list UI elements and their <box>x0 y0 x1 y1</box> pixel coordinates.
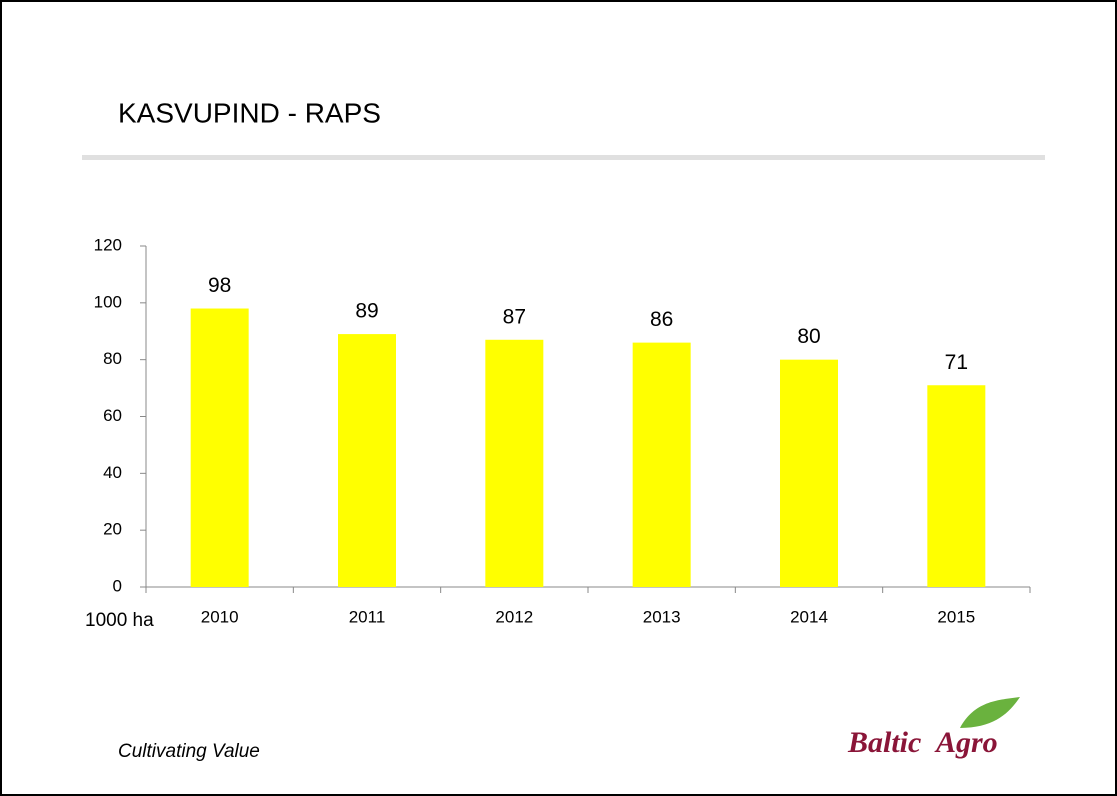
bar <box>780 359 838 587</box>
title-rule <box>82 155 1045 160</box>
logo: Baltic Agro <box>847 697 1020 759</box>
y-tick-label: 40 <box>103 463 122 482</box>
bar <box>190 308 249 587</box>
footer-text: Cultivating Value <box>118 741 260 762</box>
data-label: 86 <box>650 308 673 331</box>
bar <box>338 334 396 587</box>
y-tick-label: 120 <box>94 235 122 254</box>
x-tick-label: 2015 <box>937 607 975 626</box>
y-axis-label: 1000 ha <box>85 610 154 631</box>
data-label: 89 <box>355 300 378 323</box>
x-tick-label: 2012 <box>495 607 533 626</box>
y-tick-label: 20 <box>103 520 122 539</box>
data-label: 80 <box>797 325 820 348</box>
logo-text: Baltic <box>847 726 921 759</box>
data-label: 98 <box>208 274 231 297</box>
slide-title: KASVUPIND - RAPS <box>118 97 381 128</box>
y-tick-label: 0 <box>113 576 122 595</box>
logo-text: Agro <box>934 726 998 759</box>
data-label: 71 <box>945 351 968 374</box>
bar <box>485 339 544 587</box>
x-tick-label: 2014 <box>790 607 828 626</box>
logo-leaf <box>960 697 1020 728</box>
y-tick-label: 80 <box>103 349 122 368</box>
data-label: 87 <box>503 305 526 328</box>
x-tick-label: 2013 <box>643 607 681 626</box>
y-tick-label: 100 <box>94 292 122 311</box>
y-tick-label: 60 <box>103 406 122 425</box>
bar <box>632 342 691 587</box>
x-tick-label: 2010 <box>201 607 239 626</box>
x-tick-label: 2011 <box>349 607 386 626</box>
chart: 0 20 40 60 80 100 120 1000 ha 2010 98 2011 89 2012 87… <box>85 235 1031 631</box>
bar <box>927 385 986 587</box>
